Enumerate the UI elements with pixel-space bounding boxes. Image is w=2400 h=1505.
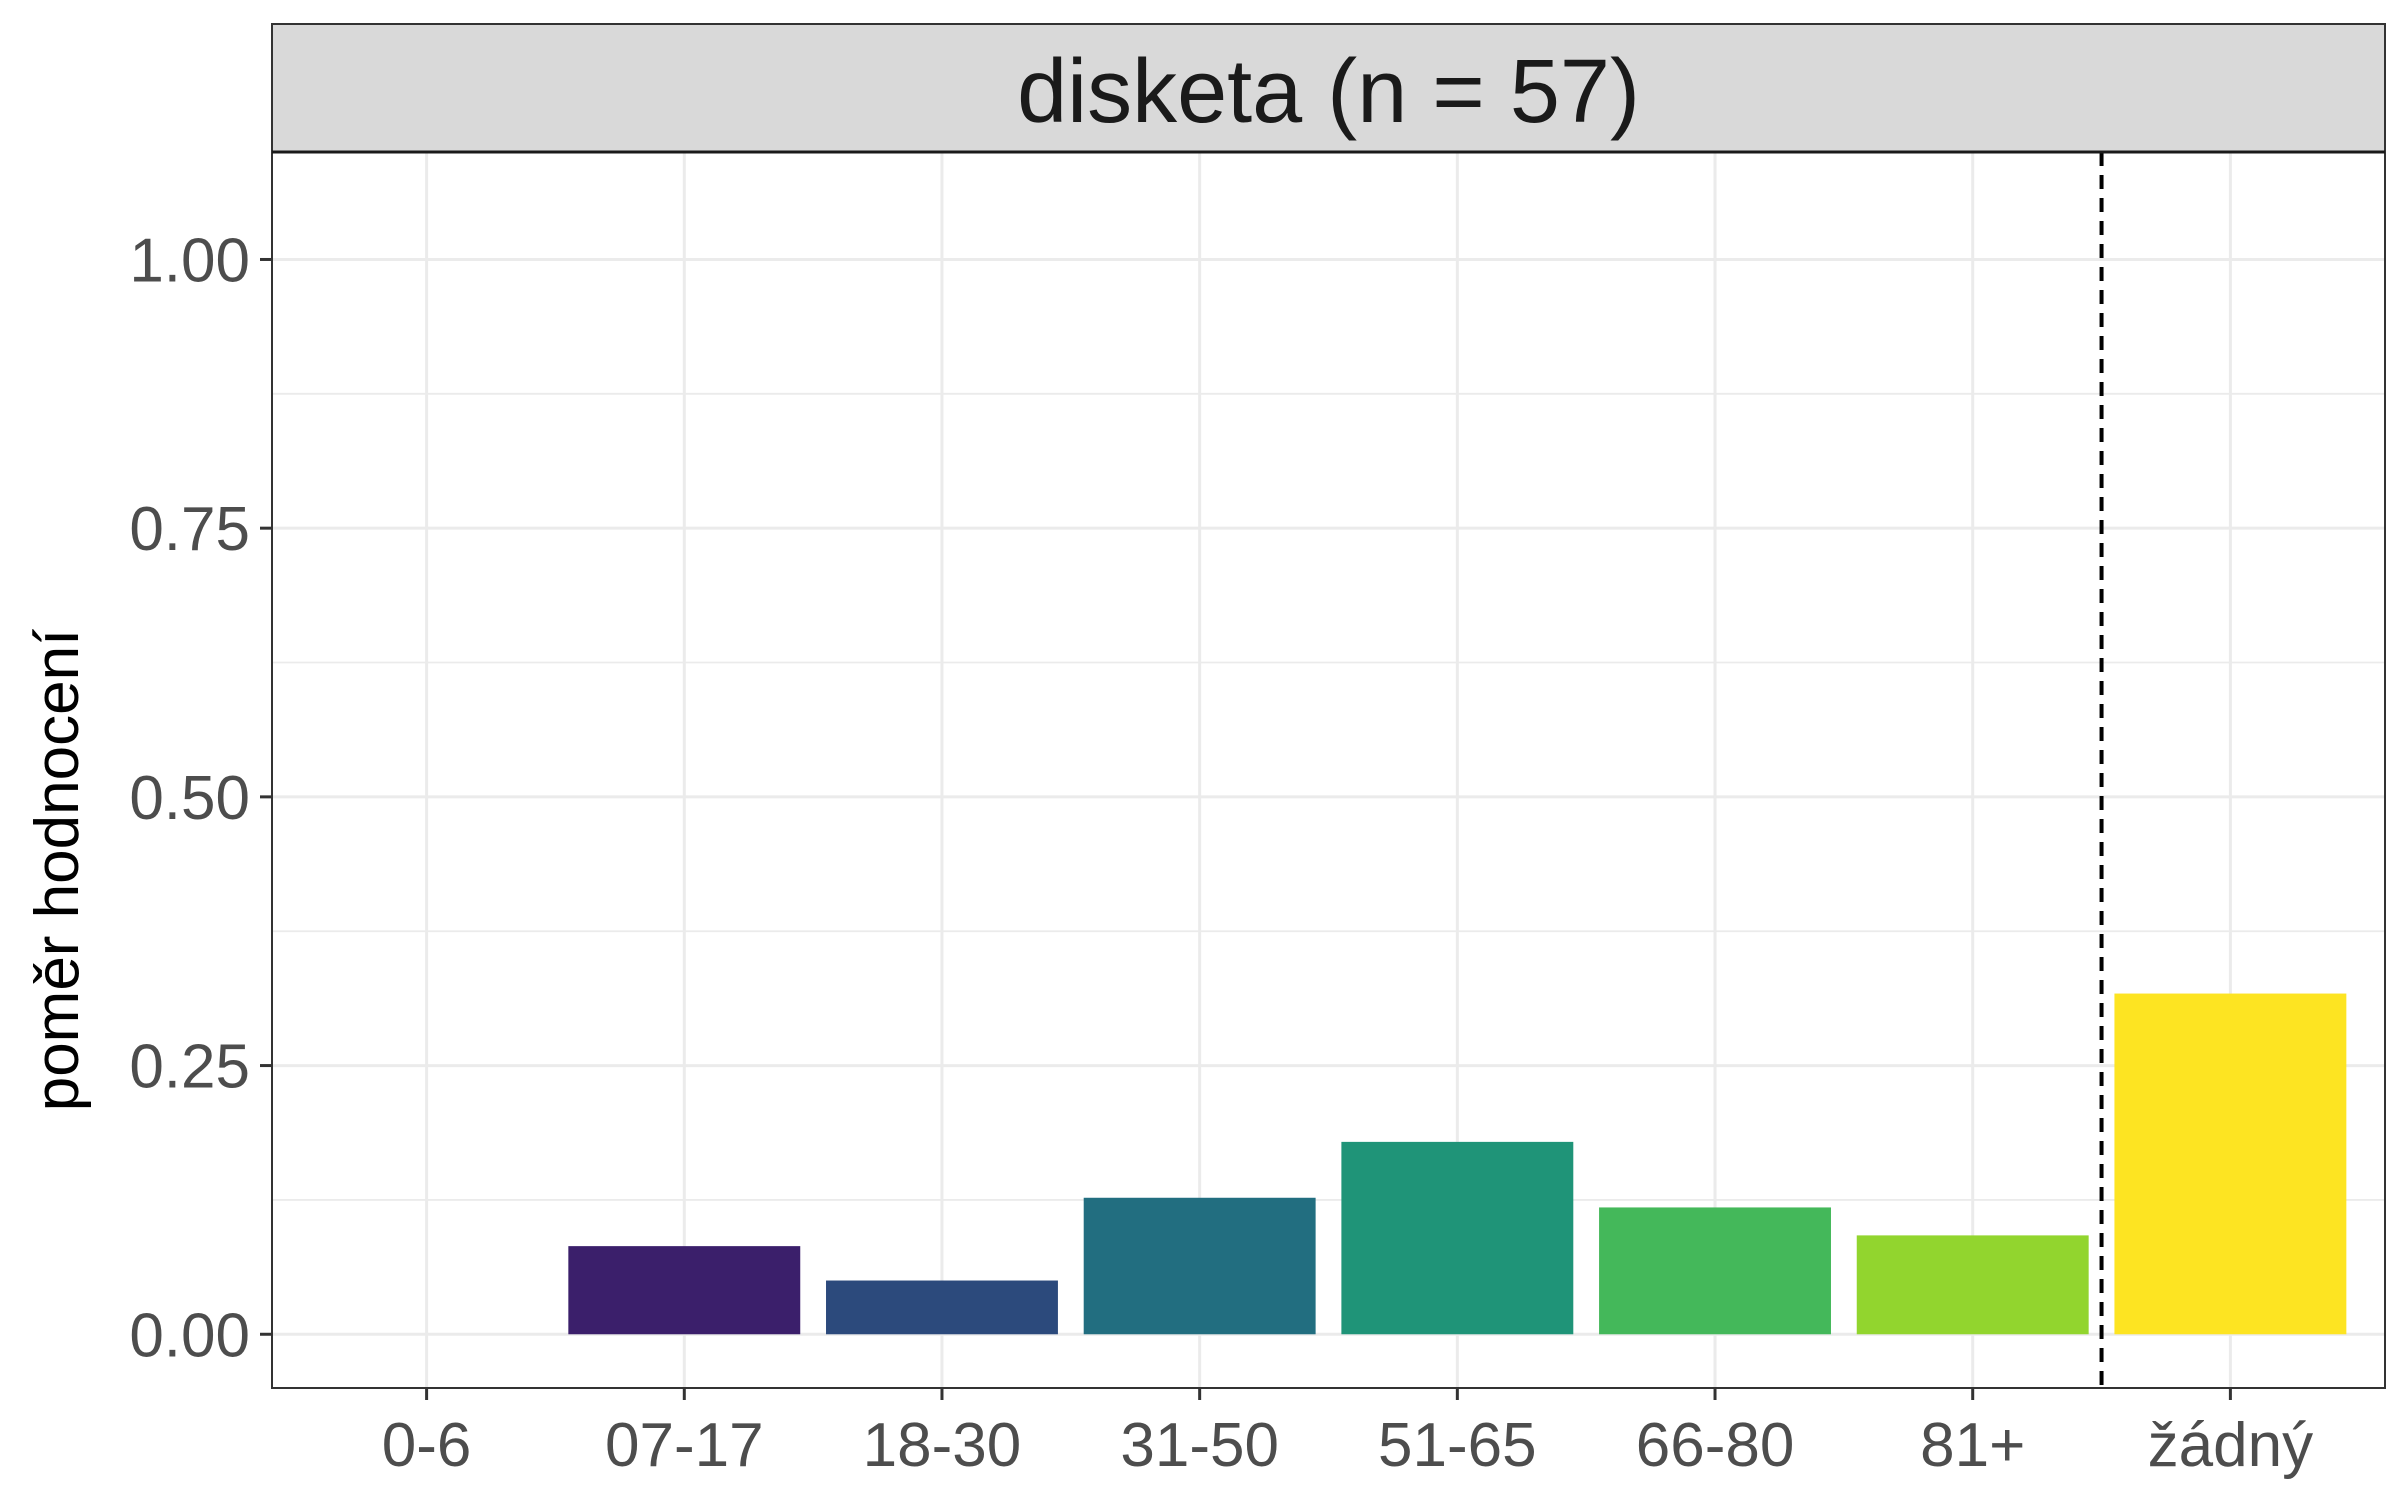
y-tick-label: 0.50 [129, 764, 250, 833]
y-tick-label: 1.00 [129, 226, 250, 295]
bar-31-50 [1083, 1197, 1316, 1335]
facet-strip [271, 23, 2386, 153]
bar-18-30 [826, 1280, 1058, 1335]
x-axis: 0-6 07-17 18-30 31-50 51-65 66-80 81+ žádný [382, 1388, 2313, 1480]
x-tick-label: 18-30 [863, 1411, 1022, 1480]
facet-title: disketa (n = 57) [1017, 42, 1640, 142]
y-axis: 0.00 0.25 0.50 0.75 1.00 [129, 226, 272, 1370]
x-tick-label: 07-17 [605, 1411, 764, 1480]
bar-66-80 [1599, 1207, 1831, 1335]
y-axis-title: poměr hodnocení [23, 629, 92, 1112]
x-tick-label: 66-80 [1636, 1411, 1795, 1480]
bar-07-17 [568, 1246, 801, 1335]
y-tick-label: 0.25 [129, 1033, 250, 1102]
bar-51-65 [1341, 1141, 1574, 1335]
bars [568, 993, 2347, 1335]
y-tick-label: 0.00 [129, 1301, 250, 1370]
gridlines [272, 152, 2385, 1388]
x-tick-label: žádný [2148, 1411, 2313, 1480]
x-tick-label: 0-6 [382, 1411, 472, 1480]
x-tick-label: 31-50 [1120, 1411, 1279, 1480]
x-tick-label: 81+ [1920, 1411, 2025, 1480]
bar-81+ [1856, 1235, 2089, 1335]
bar-žádný [2114, 993, 2347, 1335]
y-tick-label: 0.75 [129, 495, 250, 564]
panel-border [271, 151, 2386, 1389]
x-tick-label: 51-65 [1378, 1411, 1537, 1480]
